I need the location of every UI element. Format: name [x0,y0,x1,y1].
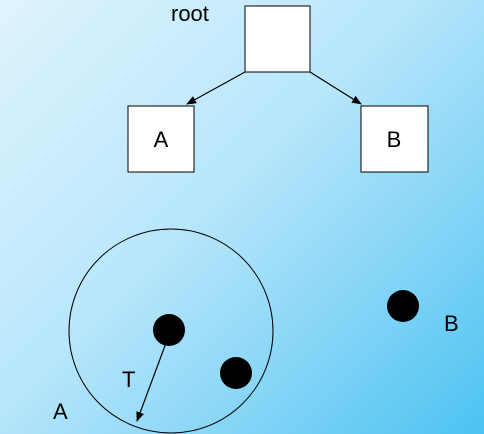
region-label: A [53,399,68,424]
outside-point-label: B [444,311,459,336]
node-a-label: A [154,127,169,152]
edge-root-to-b [309,71,362,105]
node-a [127,105,195,173]
radius-label: T [122,367,135,392]
center-point [153,314,185,346]
root-label: root [171,1,209,26]
node-b-label: B [387,127,402,152]
node-b [360,105,429,173]
outside-point-b [387,290,419,322]
radius-arrow [136,342,167,422]
root-node [244,5,311,73]
region-circle-a [68,228,274,434]
inner-point [220,357,252,389]
edge-root-to-a [186,71,246,105]
